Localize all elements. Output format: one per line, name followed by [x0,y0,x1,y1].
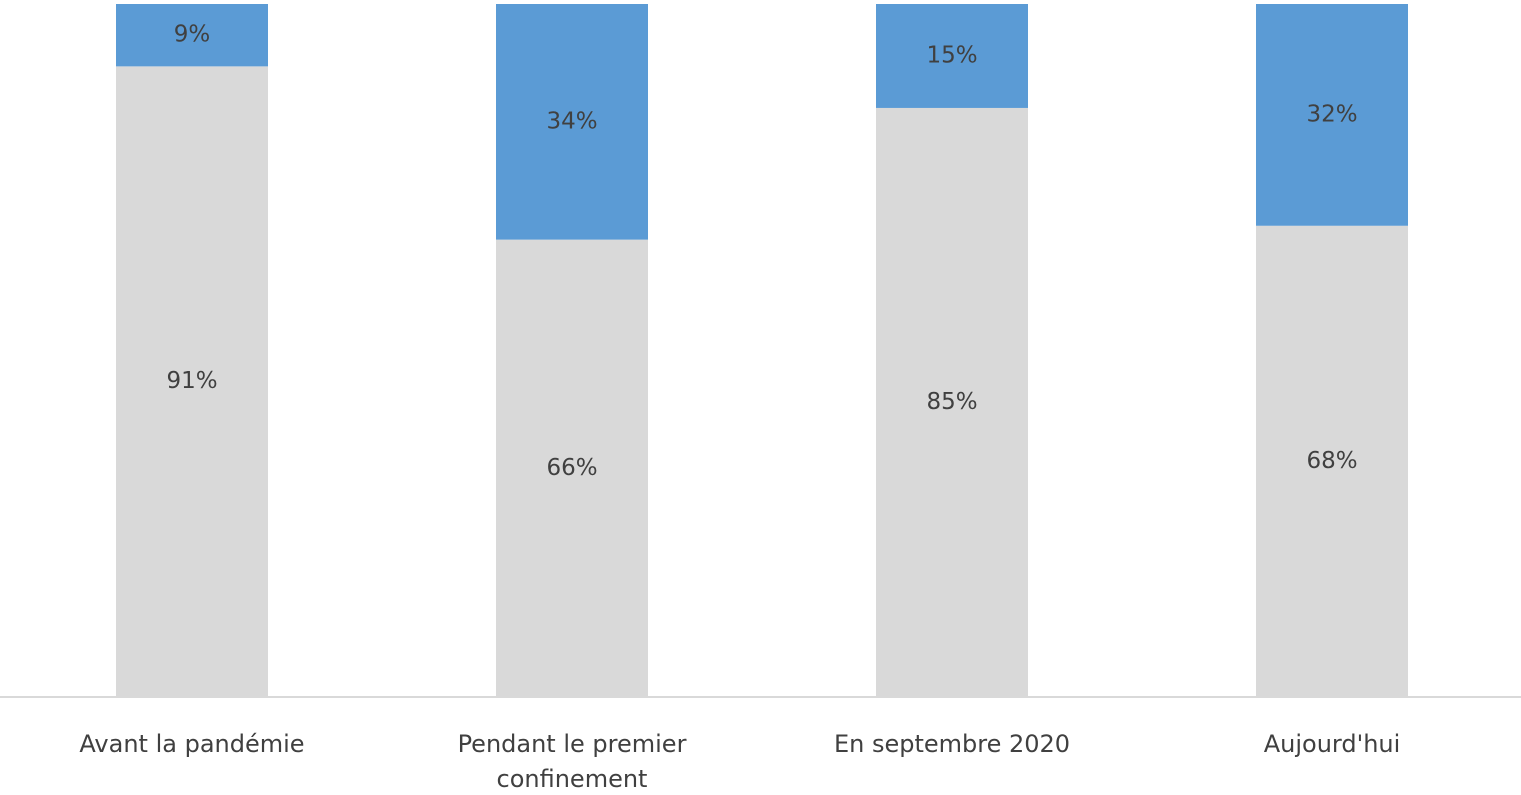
value-label: 15% [926,42,977,68]
bar-segment [116,66,268,698]
x-tick-label: Aujourd'hui [1263,730,1401,758]
bar-segment [876,107,1028,697]
bar-segment [496,4,648,240]
x-tick-label: Pendant le premier confinement [457,730,687,793]
value-label: 66% [546,455,597,481]
bar-segment [1256,225,1408,697]
bar-segment [496,239,648,697]
value-label: 32% [1306,101,1357,127]
value-label: 9% [174,22,211,48]
value-label: 85% [926,389,977,415]
bar-segment [876,4,1028,108]
value-label: 34% [546,108,597,134]
x-tick-label: Avant la pandémie [79,730,305,758]
x-tick-label: En septembre 2020 [833,730,1071,758]
bar-segment [1256,4,1408,226]
value-label: 91% [166,368,217,394]
value-label: 68% [1306,448,1357,474]
bar-segment [116,4,268,67]
